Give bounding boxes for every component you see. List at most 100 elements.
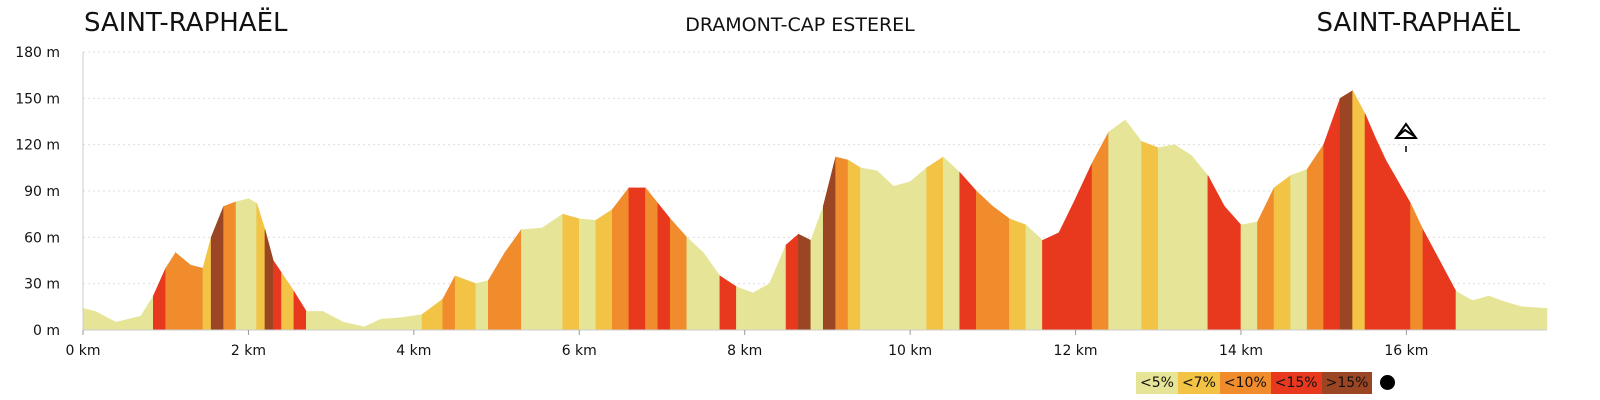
y-tick-label: 150 m <box>15 91 60 107</box>
x-tick-label: 12 km <box>1054 343 1098 359</box>
elevation-segment <box>272 259 282 331</box>
elevation-segment <box>1009 218 1027 331</box>
x-tick-label: 0 km <box>65 343 100 359</box>
elevation-segment <box>893 181 911 331</box>
elevation-segment <box>1240 221 1258 331</box>
elevation-segment <box>736 286 754 331</box>
start-location-title: SAINT-RAPHAËL <box>84 8 288 38</box>
elevation-segment <box>380 317 402 331</box>
elevation-segment <box>1505 301 1523 331</box>
elevation-segment <box>1257 187 1275 331</box>
elevation-segment <box>959 171 977 331</box>
elevation-segment <box>612 187 630 331</box>
elevation-segment <box>306 311 324 331</box>
elevation-segment <box>769 244 787 331</box>
elevation-segment <box>562 213 580 331</box>
elevation-segment <box>1323 98 1341 331</box>
elevation-segment <box>1422 229 1440 331</box>
x-tick-label: 2 km <box>231 343 266 359</box>
elevation-segment <box>992 205 1010 331</box>
elevation-segment <box>1397 180 1411 331</box>
elevation-segment <box>454 275 477 331</box>
elevation-segment <box>264 229 274 331</box>
elevation-segment <box>475 280 489 331</box>
elevation-segment <box>1191 154 1209 331</box>
elevation-segment <box>1224 205 1242 331</box>
y-tick-label: 90 m <box>24 184 60 200</box>
elevation-segment <box>1521 306 1548 331</box>
elevation-segment <box>210 206 224 331</box>
elevation-segment <box>235 198 249 331</box>
elevation-segment <box>202 237 212 331</box>
elevation-segment <box>1124 119 1143 331</box>
elevation-segment <box>1472 295 1490 331</box>
x-tick-label: 8 km <box>727 343 762 359</box>
elevation-segment <box>487 251 506 331</box>
y-tick-label: 0 m <box>33 323 60 339</box>
legend-item-lt15: <15% <box>1270 372 1322 394</box>
elevation-segment <box>140 294 154 331</box>
elevation-segment <box>1174 144 1192 331</box>
elevation-segment <box>1488 295 1506 331</box>
elevation-segment <box>1352 90 1366 331</box>
elevation-segment <box>942 156 961 331</box>
elevation-segment <box>421 298 444 331</box>
elevation-segment <box>1075 163 1093 331</box>
elevation-segment <box>669 218 688 331</box>
y-tick-label: 60 m <box>24 230 60 246</box>
x-tick-label: 10 km <box>888 343 932 359</box>
elevation-segment <box>1306 143 1324 331</box>
elevation-segment <box>1207 175 1225 331</box>
elevation-segment <box>521 227 543 331</box>
elevation-segment <box>909 167 927 331</box>
x-tick-label: 6 km <box>562 343 597 359</box>
x-tick-label: 4 km <box>396 343 431 359</box>
x-tick-label: 14 km <box>1219 343 1263 359</box>
elevation-area <box>82 90 1548 331</box>
elevation-segment <box>1091 132 1109 331</box>
elevation-segment <box>153 268 167 331</box>
elevation-segment <box>578 218 597 331</box>
elevation-segment <box>628 187 646 331</box>
elevation-segment <box>1439 260 1457 331</box>
y-tick-label: 180 m <box>15 45 60 61</box>
elevation-segment <box>810 206 824 331</box>
elevation-segment <box>703 251 721 331</box>
y-tick-label: 30 m <box>24 277 60 293</box>
end-location-title: SAINT-RAPHAËL <box>1316 8 1521 38</box>
elevation-segment <box>686 236 704 331</box>
legend-dot-icon <box>1380 375 1395 390</box>
legend-item-lt10: <10% <box>1219 372 1271 394</box>
elevation-segment <box>175 252 191 331</box>
elevation-segment <box>504 228 522 331</box>
elevation-segment <box>343 321 365 331</box>
elevation-segment <box>1410 203 1424 331</box>
elevation-segment <box>657 202 671 331</box>
elevation-segment <box>1108 119 1126 331</box>
elevation-segment <box>1339 90 1353 331</box>
elevation-segment <box>1141 141 1159 331</box>
elevation-segment <box>248 198 257 331</box>
elevation-segment <box>223 201 237 331</box>
y-tick-label: 120 m <box>15 138 60 154</box>
elevation-segment <box>785 233 799 331</box>
elevation-segment <box>752 283 770 331</box>
viewpoint-marker-icon <box>1394 122 1418 152</box>
elevation-segment <box>1364 113 1376 331</box>
elevation-segment <box>876 170 894 331</box>
legend-item-lt7: <7% <box>1177 372 1220 394</box>
elevation-segment <box>190 264 204 331</box>
elevation-segment <box>645 187 659 331</box>
legend-item-lt5: <5% <box>1136 372 1178 394</box>
elevation-segment <box>975 190 994 331</box>
legend-item-gt15: >15% <box>1321 372 1373 394</box>
elevation-segment <box>256 203 266 331</box>
grade-legend: <5% <7% <10% <15% >15% <box>1136 372 1373 394</box>
elevation-segment <box>1157 144 1176 331</box>
elevation-segment <box>95 310 117 331</box>
elevation-segment <box>1290 168 1308 331</box>
elevation-segment <box>363 318 382 331</box>
elevation-segment <box>541 213 564 331</box>
elevation-segment <box>835 156 849 331</box>
